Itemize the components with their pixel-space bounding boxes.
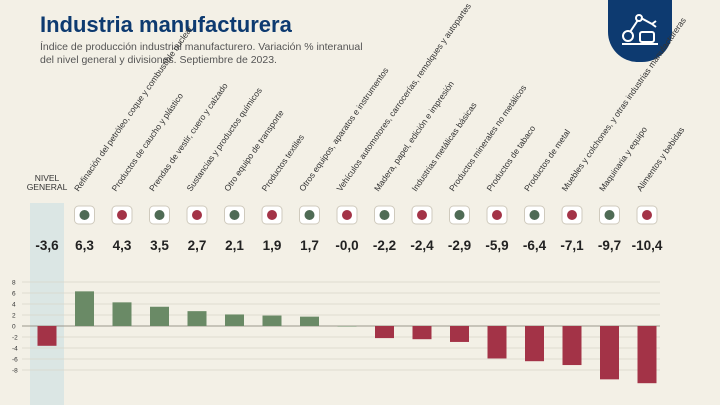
- paper-stack-icon-glyph: [379, 210, 390, 220]
- category-label: NIVEL GENERAL: [27, 173, 68, 192]
- data-label: -5,9: [485, 238, 508, 253]
- category-label: Sustancias y productos químicos: [184, 86, 263, 194]
- data-label: 3,5: [150, 238, 169, 253]
- y-tick-label: -4: [12, 346, 18, 353]
- category-label: Productos de caucho y plástico: [109, 91, 185, 193]
- bar: [375, 326, 394, 339]
- bar: [150, 306, 169, 326]
- metal-sheets-icon-glyph: [417, 210, 427, 220]
- bar: [637, 326, 657, 384]
- bar: [300, 316, 319, 326]
- bar: [75, 291, 94, 326]
- tobacco-pipe-icon-glyph: [492, 210, 502, 220]
- y-tick-label: 8: [12, 280, 16, 287]
- data-label: 2,7: [188, 238, 207, 253]
- bar: [37, 326, 57, 346]
- bar: [225, 314, 244, 326]
- page-subtitle: Índice de producción industrial manufact…: [40, 41, 363, 66]
- category-label: Madera, papel, edición e impresión: [372, 79, 456, 193]
- y-tick-label: -2: [12, 335, 18, 342]
- y-tick-label: 2: [12, 313, 16, 320]
- data-label: -9,7: [598, 238, 621, 253]
- data-label: -7,1: [560, 238, 584, 253]
- data-label: -0,0: [335, 238, 358, 253]
- bar: [562, 326, 582, 366]
- data-label: -2,9: [448, 238, 471, 253]
- furniture-icon-glyph: [604, 210, 615, 220]
- y-tick-label: 6: [12, 291, 16, 298]
- industrial-robot-arm-icon: [622, 14, 658, 45]
- data-label: 6,3: [75, 238, 94, 253]
- bar: [112, 302, 132, 326]
- bar: [412, 326, 432, 340]
- anvil-icon-glyph: [567, 210, 577, 220]
- flask-icon-glyph: [192, 210, 202, 220]
- y-tick-label: -6: [12, 357, 18, 364]
- motorcycle-icon-glyph: [229, 210, 240, 220]
- y-tick-label: 4: [12, 302, 16, 309]
- data-label: 4,3: [113, 238, 132, 253]
- data-label: 1,7: [300, 238, 319, 253]
- wrench-icon-glyph: [529, 210, 540, 220]
- tire-icon-glyph: [117, 210, 127, 220]
- data-label: -3,6: [35, 238, 59, 253]
- y-tick-label: -8: [12, 368, 18, 375]
- data-label: -10,4: [632, 238, 663, 253]
- oil-canisters-icon-glyph: [79, 210, 90, 220]
- data-label: 1,9: [263, 238, 282, 253]
- cement-mixer-icon-glyph: [454, 210, 465, 220]
- car-icon-glyph: [342, 210, 352, 220]
- industry-badge: [608, 0, 672, 62]
- data-label: -2,2: [373, 238, 396, 253]
- bar: [337, 326, 357, 327]
- laptop-icon-glyph: [304, 210, 315, 220]
- bar: [487, 326, 507, 359]
- data-label: -6,4: [523, 238, 547, 253]
- bar: [450, 326, 469, 342]
- bar: [262, 315, 282, 326]
- bar: [187, 311, 207, 326]
- category-label: Productos minerales no metálicos: [447, 83, 528, 193]
- thread-spool-icon-glyph: [267, 210, 277, 220]
- bar: [525, 326, 544, 362]
- y-tick-label: 0: [12, 324, 16, 331]
- data-label: -2,4: [410, 238, 434, 253]
- category-label: Vehículos automotores, carrocerías, remo…: [334, 1, 473, 193]
- category-label: Industrias metálicas básicas: [409, 100, 478, 193]
- bar: [600, 326, 619, 380]
- page-title: Industria manufacturera: [40, 12, 292, 37]
- data-label: 2,1: [225, 238, 244, 253]
- category-label: Prendas de vestir, cuero y calzado: [147, 81, 230, 193]
- tractor-icon-glyph: [642, 210, 652, 220]
- shirt-icon-glyph: [154, 210, 165, 220]
